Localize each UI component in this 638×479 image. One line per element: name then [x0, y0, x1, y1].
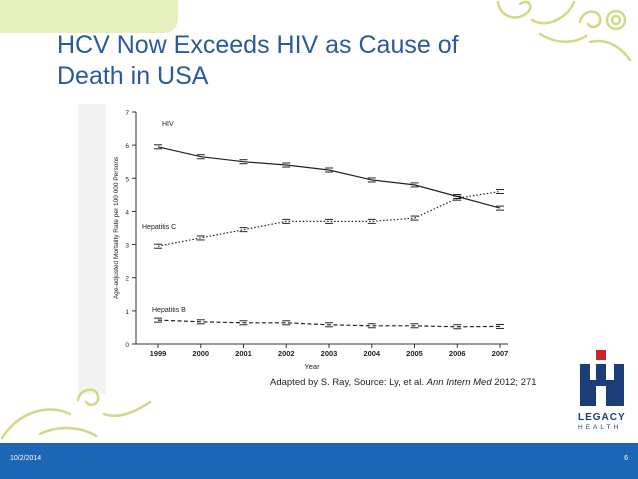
- logo-subname: HEALTH: [578, 424, 622, 431]
- y-tick-label: 1: [125, 309, 129, 316]
- figure-caption: Adapted by S. Ray, Source: Ly, et al. An…: [270, 377, 537, 388]
- x-tick-label: 2003: [321, 349, 338, 358]
- series-label: Hepatitis B: [152, 307, 186, 314]
- y-tick-label: 3: [125, 243, 129, 250]
- y-tick-label: 2: [125, 276, 129, 283]
- series-line-hepatitis-b: [157, 319, 501, 328]
- y-tick-label: 4: [125, 209, 129, 216]
- mortality-line-chart: 0 1 2 3 4 5 6 7 1999 2000 2001 2002 2003 2004 2005 2006…: [106, 104, 548, 394]
- series-label: Hepatitis C: [142, 224, 176, 231]
- y-tick-label: 6: [125, 143, 129, 150]
- x-tick-label: 2000: [192, 349, 209, 358]
- decorative-swirl-bottom: [0, 388, 152, 440]
- series-label: HIV: [162, 121, 174, 128]
- x-tick-label: 2004: [363, 349, 381, 358]
- logo-name: LEGACY: [578, 412, 626, 423]
- x-tick-label: 2005: [406, 349, 423, 358]
- slide-number: 6: [624, 455, 628, 462]
- series-line-hiv: [157, 146, 501, 209]
- caption-suffix: 2012; 271: [491, 377, 537, 388]
- x-tick-label: 2006: [449, 349, 466, 358]
- decorative-swirl-top: [496, 0, 632, 62]
- y-tick-label: 7: [125, 110, 129, 117]
- x-axis-title: Year: [304, 362, 320, 371]
- x-tick-label: 1999: [150, 349, 167, 358]
- caption-journal: Ann Intern Med: [426, 377, 492, 388]
- footer-bar: 10/2/2014 6: [0, 443, 638, 479]
- x-tick-label: 2001: [235, 349, 252, 358]
- slide-title: HCV Now Exceeds HIV as Cause of Death in…: [57, 31, 459, 90]
- caption-prefix: Adapted by S. Ray, Source: Ly, et al.: [270, 377, 427, 388]
- y-axis-title: Age-adjusted Mortality Rate per 100 000 …: [113, 156, 120, 299]
- x-tick-label: 2007: [492, 349, 509, 358]
- y-tick-label: 0: [125, 342, 129, 349]
- top-accent-band: [0, 0, 178, 33]
- footer-date: 10/2/2014: [10, 455, 42, 462]
- x-tick-label: 2002: [278, 349, 295, 358]
- y-tick-label: 5: [125, 176, 129, 183]
- legacy-health-logo: [580, 350, 624, 406]
